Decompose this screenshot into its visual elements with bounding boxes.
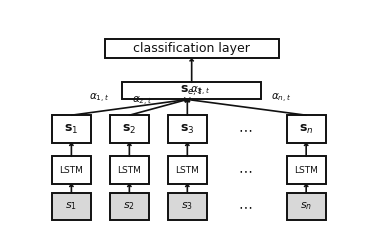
Text: $\alpha_{3,t}$: $\alpha_{3,t}$: [190, 85, 211, 97]
Text: $\mathbf{s}_1$: $\mathbf{s}_1$: [64, 123, 79, 136]
Text: $\cdots$: $\cdots$: [238, 122, 252, 136]
FancyBboxPatch shape: [52, 115, 91, 143]
FancyBboxPatch shape: [122, 82, 261, 99]
Text: $\mathbf{s}_3$: $\mathbf{s}_3$: [180, 123, 194, 136]
Text: $\mathbf{s}_{e,t}$: $\mathbf{s}_{e,t}$: [180, 84, 203, 98]
Text: LSTM: LSTM: [59, 166, 83, 175]
Text: $\alpha_{2,t}$: $\alpha_{2,t}$: [132, 94, 153, 108]
Text: $\mathbf{s}_n$: $\mathbf{s}_n$: [299, 123, 313, 136]
Text: classification layer: classification layer: [133, 42, 250, 55]
FancyBboxPatch shape: [286, 192, 326, 220]
Text: $s_n$: $s_n$: [300, 200, 312, 212]
FancyBboxPatch shape: [110, 192, 149, 220]
Text: $s_3$: $s_3$: [181, 200, 193, 212]
FancyBboxPatch shape: [110, 156, 149, 184]
FancyBboxPatch shape: [286, 156, 326, 184]
Text: $s_2$: $s_2$: [123, 200, 135, 212]
Text: $\cdots$: $\cdots$: [238, 163, 252, 177]
FancyBboxPatch shape: [52, 156, 91, 184]
FancyBboxPatch shape: [168, 115, 207, 143]
FancyBboxPatch shape: [286, 115, 326, 143]
FancyBboxPatch shape: [105, 39, 279, 59]
Text: $\mathbf{s}_2$: $\mathbf{s}_2$: [122, 123, 137, 136]
FancyBboxPatch shape: [168, 156, 207, 184]
Text: $\alpha_{1,t}$: $\alpha_{1,t}$: [89, 92, 109, 105]
Text: LSTM: LSTM: [117, 166, 141, 175]
FancyBboxPatch shape: [110, 115, 149, 143]
Text: LSTM: LSTM: [294, 166, 318, 175]
Text: $\alpha_{n,t}$: $\alpha_{n,t}$: [272, 92, 292, 105]
Text: $\cdots$: $\cdots$: [238, 199, 252, 213]
Text: $s_1$: $s_1$: [65, 200, 77, 212]
Text: LSTM: LSTM: [175, 166, 199, 175]
FancyBboxPatch shape: [52, 192, 91, 220]
FancyBboxPatch shape: [168, 192, 207, 220]
